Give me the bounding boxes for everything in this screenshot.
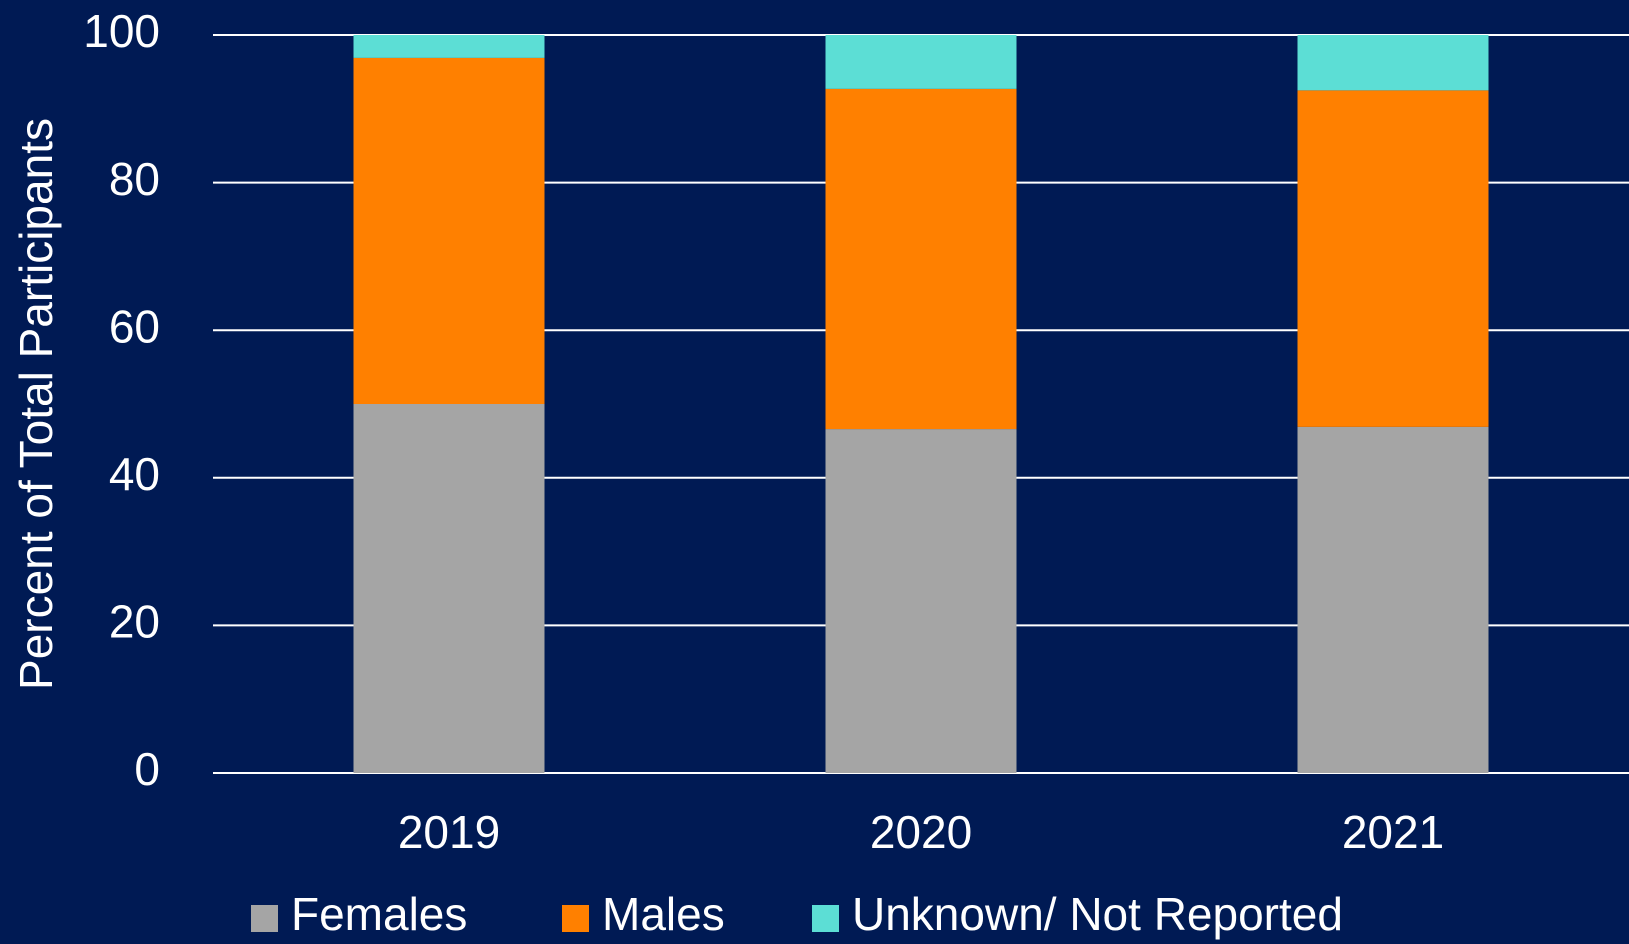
legend-label: Unknown/ Not Reported	[852, 888, 1343, 940]
bar-segment	[1297, 35, 1489, 91]
legend-label: Males	[602, 888, 725, 940]
bar-segment	[353, 35, 545, 58]
y-tick-label: 20	[109, 596, 160, 648]
bar-segment	[1297, 90, 1489, 427]
x-tick-label: 2019	[398, 806, 500, 858]
bar-segment	[825, 429, 1017, 773]
bar-segment	[353, 404, 545, 773]
y-tick-label: 100	[83, 5, 160, 57]
y-tick-label: 80	[109, 153, 160, 205]
bar-segment	[1297, 426, 1489, 773]
legend-label: Females	[291, 888, 467, 940]
y-tick-label: 40	[109, 448, 160, 500]
legend-swatch	[812, 905, 839, 932]
legend-swatch	[251, 905, 278, 932]
bar-segment	[825, 35, 1017, 89]
legend-swatch	[562, 905, 589, 932]
y-axis-label: Percent of Total Participants	[10, 118, 62, 690]
bar-segment	[353, 57, 545, 405]
y-tick-label: 0	[134, 743, 160, 795]
x-tick-label: 2020	[870, 806, 972, 858]
bar-segment	[825, 88, 1017, 430]
x-tick-label: 2021	[1342, 806, 1444, 858]
y-tick-label: 60	[109, 300, 160, 352]
